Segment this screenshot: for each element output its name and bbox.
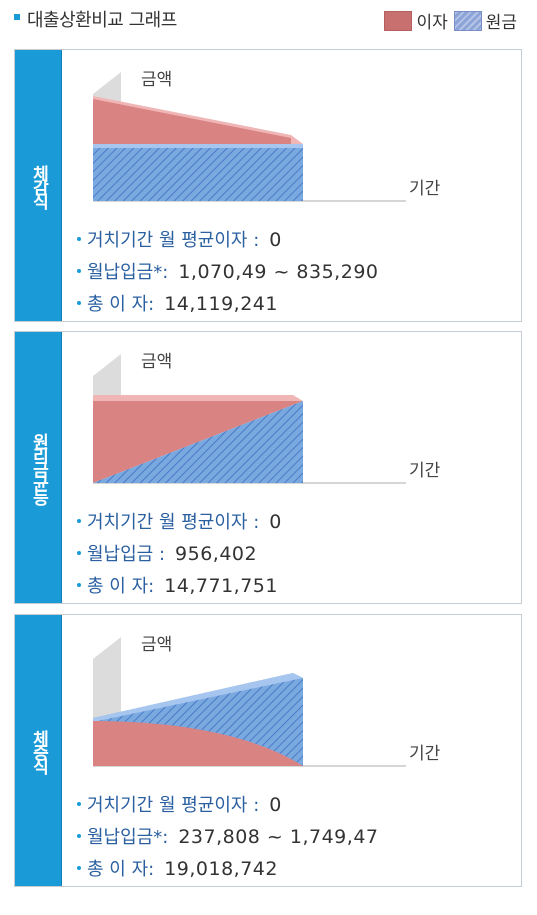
legend-principal-label: 원금 [485,13,517,33]
info-key: 총 이 자: [87,576,155,597]
info-key: 월납입금*: [87,827,169,848]
interest-swatch-icon [384,10,413,31]
panel-increasing: 체증식 금액 기간 거치기간 월 평균이자 : 0 월납입금*: 237,808 ~… [14,614,522,887]
panel-equal-payment: 원리금균등 금액 기간 거치기간 월 평균이자 : 0 월납입금 : 956,402 [14,331,522,604]
info-row: 총 이 자: 14,119,241 [75,290,278,316]
principal-area [93,148,303,201]
title-bullet-icon [14,14,20,20]
panel-declining: 체감식 금액 기간 거치기간 월 평균이자 : 0 월납입금*: 1,070,49 … [14,49,522,322]
panel-sidebar: 체증식 [15,615,62,886]
principal-top-edge [93,144,303,148]
legend: 이자 원금 [384,8,523,33]
info-value: 14,119,241 [164,293,278,315]
info-row: 월납입금*: 237,808 ~ 1,749,47 [75,823,379,849]
page-header: 대출상환비교 그래프 이자 원금 [0,0,537,40]
info-row: 거치기간 월 평균이자 : 0 [75,226,282,252]
bullet-icon [77,865,81,870]
info-row: 거치기간 월 평균이자 : 0 [75,791,282,817]
info-value: 0 [269,794,282,816]
repayment-chart: 금액 기간 [93,635,441,767]
panel-sidebar: 체감식 [15,50,62,321]
info-row: 월납입금*: 1,070,49 ~ 835,290 [75,258,379,284]
repayment-chart: 금액 기간 [93,352,441,484]
x-axis-label: 기간 [409,179,441,199]
info-value: 1,070,49 ~ 835,290 [178,261,379,283]
info-key: 월납입금*: [87,262,169,283]
page-title: 대출상환비교 그래프 [27,10,177,31]
info-key: 거치기간 월 평균이자 : [87,795,260,816]
interest-area [93,99,291,144]
info-key: 거치기간 월 평균이자 : [87,512,260,533]
x-axis-label: 기간 [409,744,441,764]
info-row: 월납입금 : 956,402 [75,540,257,566]
interest-top-face [93,395,303,401]
y-axis-label: 금액 [141,635,172,655]
bullet-icon [77,550,81,555]
repayment-chart: 금액 기간 [93,70,441,202]
principal-area [93,401,303,483]
panel-title: 체증식 [28,729,49,772]
bullet-icon [77,300,81,305]
info-key: 총 이 자: [87,859,155,880]
info-value: 237,808 ~ 1,749,47 [178,826,379,848]
bullet-icon [77,268,81,273]
bullet-icon [77,518,81,523]
legend-interest-label: 이자 [416,13,448,33]
x-axis-label: 기간 [409,461,441,481]
info-key: 월납입금 : [87,544,166,565]
info-value: 19,018,742 [164,858,278,880]
info-value: 0 [269,511,282,533]
y-axis-label: 금액 [141,70,172,90]
info-value: 0 [269,229,282,251]
info-row: 총 이 자: 19,018,742 [75,855,278,881]
info-value: 956,402 [175,543,258,565]
interest-area [93,721,303,766]
principal-swatch-icon [453,10,482,31]
bullet-icon [77,801,81,806]
panel-sidebar: 원리금균등 [15,332,62,603]
info-value: 14,771,751 [164,575,278,597]
bullet-icon [77,833,81,838]
y-axis-label: 금액 [141,352,172,372]
info-key: 총 이 자: [87,294,155,315]
info-row: 거치기간 월 평균이자 : 0 [75,508,282,534]
info-row: 총 이 자: 14,771,751 [75,572,278,598]
panel-title: 체감식 [28,164,49,207]
info-key: 거치기간 월 평균이자 : [87,230,260,251]
bullet-icon [77,582,81,587]
principal-top-face [93,673,303,722]
bullet-icon [77,236,81,241]
panel-title: 원리금균등 [28,432,49,503]
